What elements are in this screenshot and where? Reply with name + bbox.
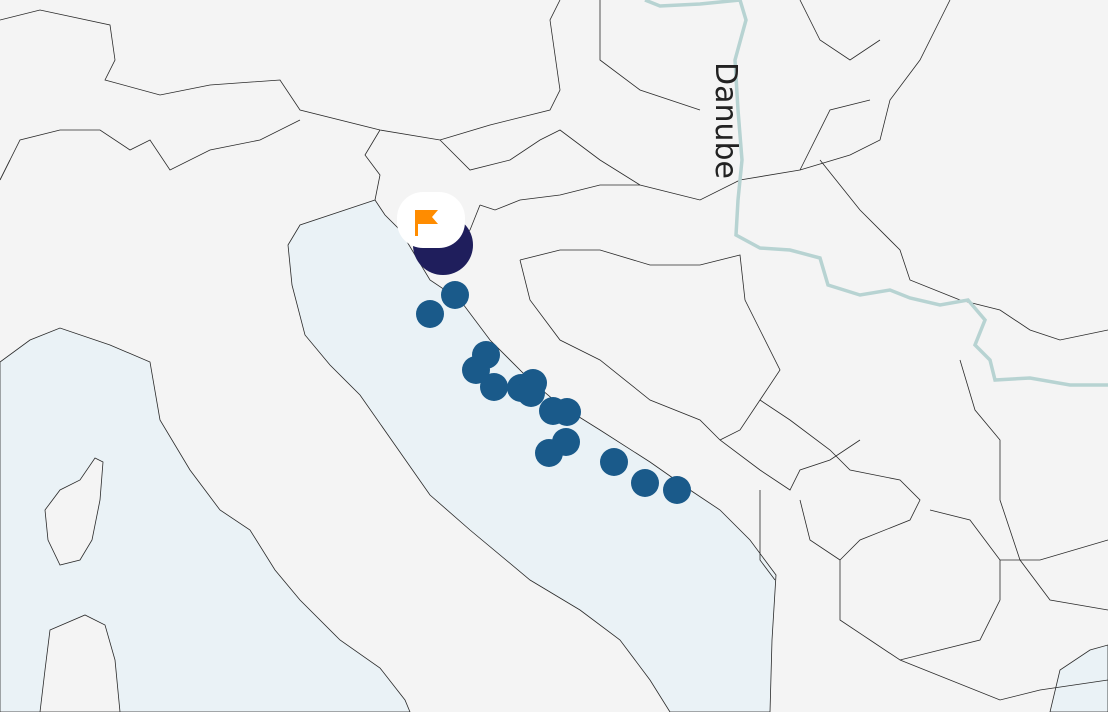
map-marker[interactable]	[663, 476, 691, 504]
map-marker[interactable]	[553, 398, 581, 426]
map-marker[interactable]	[416, 300, 444, 328]
flag-icon	[415, 210, 438, 236]
map-marker[interactable]	[600, 448, 628, 476]
ionian-sea	[1049, 644, 1108, 712]
cluster-marker[interactable]	[397, 192, 473, 275]
map-marker[interactable]	[535, 439, 563, 467]
map-marker[interactable]	[517, 379, 545, 407]
map-marker[interactable]	[631, 469, 659, 497]
adriatic-sea	[287, 199, 777, 712]
map-marker[interactable]	[480, 373, 508, 401]
markers-layer	[416, 281, 691, 504]
map-marker[interactable]	[462, 356, 490, 384]
sardinia	[39, 614, 121, 712]
danube-label: Danube	[708, 62, 743, 179]
corsica	[44, 457, 104, 566]
tyrrhenian-sea	[0, 327, 411, 712]
map-marker[interactable]	[441, 281, 469, 309]
danube-river	[644, 0, 1108, 387]
